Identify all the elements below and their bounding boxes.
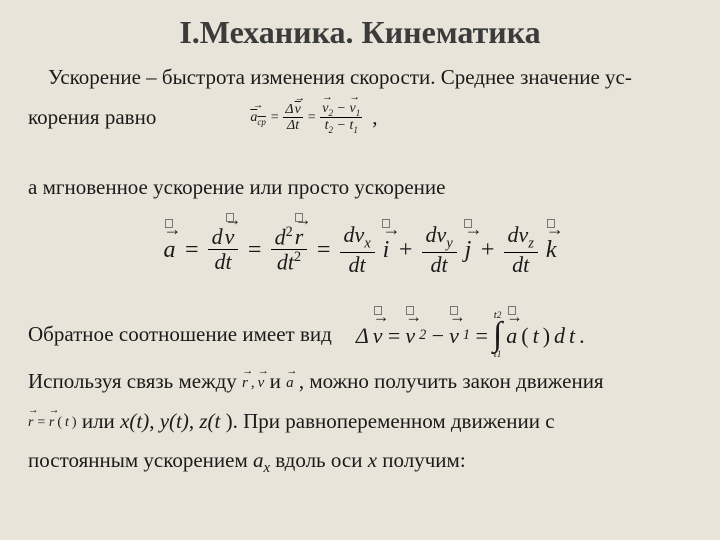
- ax-sym: ax: [253, 448, 270, 472]
- frac-dvy: dvy dt: [422, 223, 457, 277]
- a-avg-symbol: aср: [250, 107, 266, 129]
- inverse-formula: Δv = v2 − v1 = t2 ∫ t1 a (t)dt.: [356, 311, 585, 359]
- eq1: =: [270, 107, 279, 129]
- p1-line1: Ускорение – быстрота изменения скорости.…: [28, 61, 692, 95]
- yt: y(t): [160, 409, 189, 433]
- p4-line: Используя связь между r,v и a , можно по…: [28, 365, 692, 399]
- instant-accel-formula: a = dv dt = d2r dt2 = dvx dt i +: [28, 223, 692, 277]
- zt: z(t: [199, 409, 220, 433]
- a-vec: a: [163, 231, 175, 269]
- slide-title: I.Механика. Кинематика: [28, 14, 692, 51]
- rv-pair: r,v: [242, 371, 264, 395]
- p2-text: а мгновенное ускорение или просто ускоре…: [28, 171, 692, 205]
- comma-after-formula: ,: [372, 101, 377, 135]
- j-hat: j: [465, 231, 472, 269]
- x-axis: x: [368, 448, 377, 472]
- eq2: =: [307, 107, 316, 129]
- frac-d2r: d2r dt2: [271, 225, 308, 275]
- frac-dvdt: dv dt: [208, 225, 239, 274]
- p3-line: Обратное соотношение имеет вид Δv = v2 −…: [28, 311, 692, 359]
- frac-dv-dt: Δv Δt: [283, 102, 302, 134]
- avg-accel-formula: aср = Δv Δt = v2 − v1 t2 − t1: [250, 101, 362, 136]
- frac-dvz: dvz dt: [504, 223, 538, 277]
- r-eq-rt: r = r(t): [28, 412, 77, 434]
- xt: x(t): [120, 409, 149, 433]
- frac-v2v1: v2 − v1 t2 − t1: [320, 101, 362, 136]
- p1b-text: корения равно: [28, 101, 156, 135]
- p1-line2: корения равно aср = Δv Δt = v2 − v1 t2 −…: [28, 101, 692, 136]
- frac-dvx: dvx dt: [340, 223, 375, 277]
- p5-line: r = r(t) или x(t), y(t), z(t ). При равн…: [28, 405, 692, 439]
- p3-text: Обратное соотношение имеет вид: [28, 318, 332, 352]
- body-content: Ускорение – быстрота изменения скорости.…: [28, 61, 692, 481]
- a-inline: a: [286, 371, 294, 395]
- integral-icon: t2 ∫ t1: [493, 311, 502, 359]
- p6-line: постоянным ускорением ax вдоль оси x пол…: [28, 444, 692, 481]
- slide: I.Механика. Кинематика Ускорение – быстр…: [0, 0, 720, 540]
- i-hat: i: [383, 231, 390, 269]
- k-hat: k: [546, 231, 557, 269]
